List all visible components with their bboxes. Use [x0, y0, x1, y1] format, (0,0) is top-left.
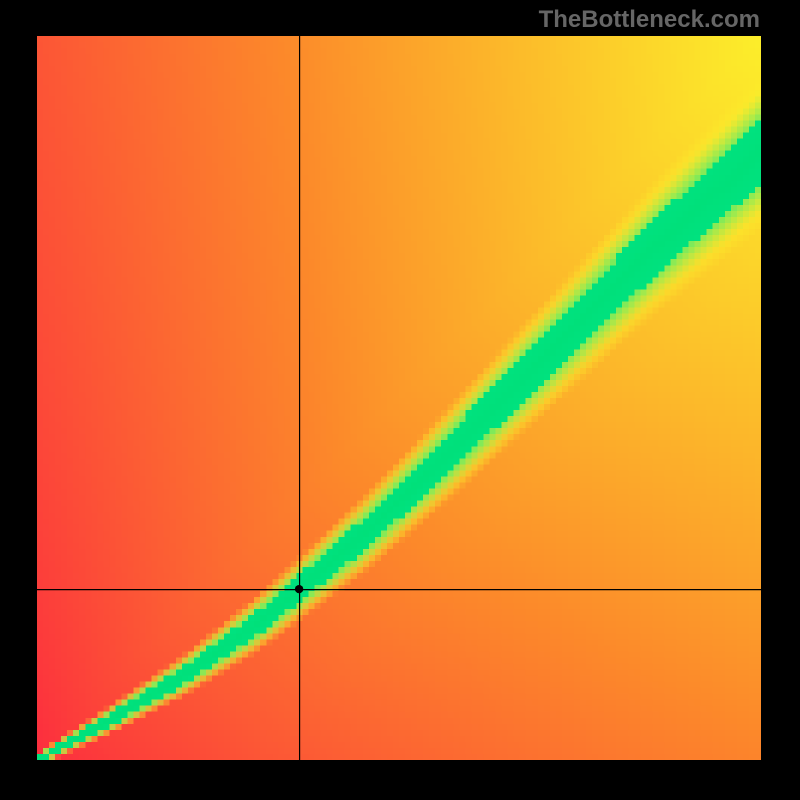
watermark-text: TheBottleneck.com	[539, 6, 760, 34]
crosshair-overlay	[37, 36, 761, 760]
chart-container: { "canvas": { "width": 800, "height": 80…	[0, 0, 800, 800]
